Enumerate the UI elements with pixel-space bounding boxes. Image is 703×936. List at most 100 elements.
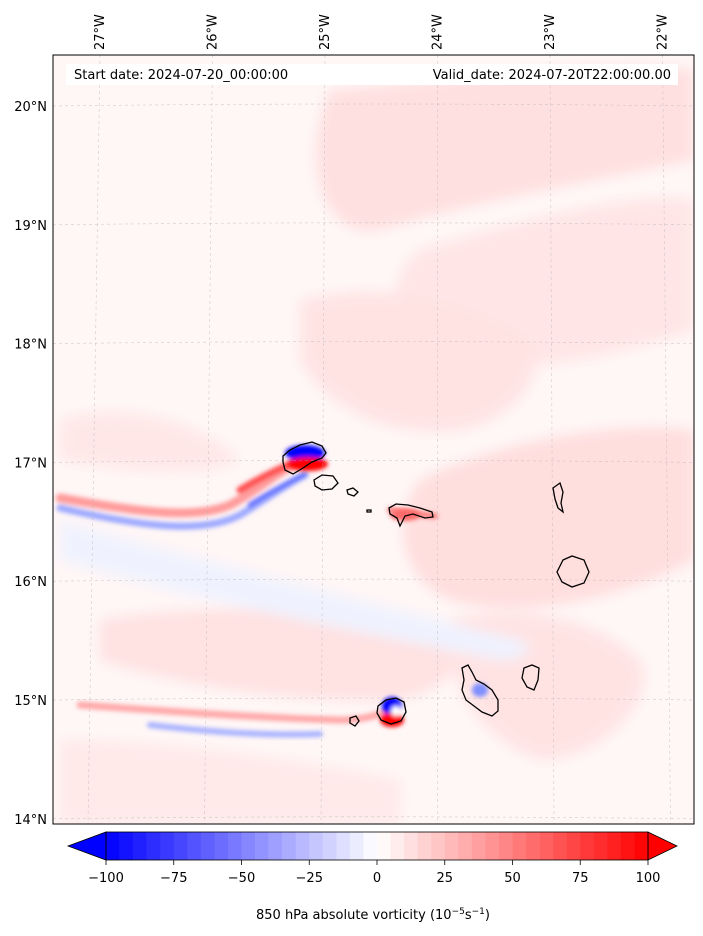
latitude-labels: 20°N 19°N 18°N 17°N 16°N 15°N 14°N [14,100,47,828]
lat-tick-label: 19°N [14,219,47,234]
colorbar-block [295,832,310,860]
colorbar-block [268,832,283,860]
colorbar-block [336,832,351,860]
colorbar-block [512,832,527,860]
colorbar-tick-label: 75 [572,871,589,886]
gridline-lat [52,578,695,582]
lon-tick-label: 23°W [543,14,558,50]
coast-santa-luzia [346,487,359,497]
colorbar-block [634,832,649,860]
longitude-labels: 27°W 26°W 25°W 24°W 23°W 22°W [93,14,671,50]
colorbar-block [593,832,608,860]
coast-sao-vicente [313,474,339,491]
coast-brava [349,715,360,727]
colorbar-tick-label: −75 [160,871,187,886]
colorbar-max-extend [647,831,678,861]
gridlines [52,54,695,825]
colorbar-block [106,832,120,860]
colorbar-block [363,832,378,860]
start-date-label: Start date: 2024-07-20_00:00:00 [74,68,288,83]
field-patch-west [60,412,240,472]
colorbar-block [200,832,215,860]
colorbar-block [553,832,567,860]
colorbar-block [349,832,364,860]
gridline-lon [320,54,326,825]
gridline-lat [52,103,695,107]
colorbar: −100 −75 −50 −25 0 25 50 75 100 850 hPa absolute… [66,831,678,923]
map-frame [52,54,695,825]
gridline-lon [87,54,101,825]
colorbar-tick-label: 25 [436,871,453,886]
coast-sal [552,481,565,514]
lat-tick-label: 18°N [14,338,47,353]
coast-fogo [376,697,407,725]
colorbar-label: 850 hPa absolute vorticity (10−5s−1) [256,907,490,923]
colorbar-block [214,832,229,860]
coastlines [282,441,590,727]
colorbar-tick-label: −100 [88,871,124,886]
field-patch-north [316,67,694,231]
valid-date-label: Valid_date: 2024-07-20T22:00:00.00 [433,68,671,83]
colorbar-tick-label: −25 [296,871,323,886]
coast-sao-nicolau [388,503,434,528]
colorbar-block [539,832,554,860]
colorbar-block [431,832,446,860]
field-patch-bottom [60,740,400,824]
colorbar-block [526,832,540,860]
gridline-lat [52,460,695,463]
colorbar-block [404,832,418,860]
colorbar-block [187,832,202,860]
gridline-lat [52,341,695,344]
gridline-lat [52,222,695,226]
colorbar-block [241,832,256,860]
lat-tick-label: 17°N [14,456,47,471]
colorbar-block [119,832,134,860]
coast-islet [366,509,372,513]
colorbar-block [566,832,581,860]
colorbar-block [458,832,473,860]
colorbar-block [498,832,513,860]
field-patch-central [300,291,537,432]
colorbar-tick-label: 50 [504,871,521,886]
lat-tick-label: 15°N [14,694,47,709]
coast-santo-antao [282,441,327,475]
gridline-lon [549,54,555,825]
gridline-lon [662,54,671,825]
date-info-box [66,64,678,85]
colorbar-block [580,832,595,860]
lon-tick-label: 26°W [206,14,221,50]
lon-tick-label: 24°W [431,14,446,50]
colorbar-block [309,832,324,860]
lat-tick-label: 14°N [14,813,47,828]
blob-santiago-blue [472,683,488,697]
streak-red-south [76,701,389,724]
coast-maio [521,664,540,691]
colorbar-block [255,832,269,860]
lat-tick-label: 20°N [14,100,47,115]
colorbar-blocks [106,832,649,860]
streak-blue-core [247,471,308,508]
colorbar-block [227,832,242,860]
colorbar-block [485,832,500,860]
gridline-lat [52,697,695,701]
gridline-lon [204,54,213,825]
lon-tick-label: 22°W [656,14,671,50]
colorbar-min-extend [66,831,107,861]
colorbar-block [173,832,188,860]
blob-santo-antao-blue [285,445,325,461]
colorbar-block [133,832,147,860]
coast-santiago [461,664,499,717]
colorbar-block [471,832,486,860]
blob-fogo-red [380,713,404,727]
lon-tick-label: 27°W [93,14,108,50]
colorbar-block [620,832,635,860]
colorbar-block [160,832,175,860]
colorbar-tick-label: 100 [636,871,661,886]
field-patch-east [403,427,694,608]
colorbar-tick-label: −50 [228,871,255,886]
blob-fogo-center [391,706,401,716]
lon-tick-label: 25°W [318,14,333,50]
colorbar-block [607,832,622,860]
colorbar-block [377,832,391,860]
